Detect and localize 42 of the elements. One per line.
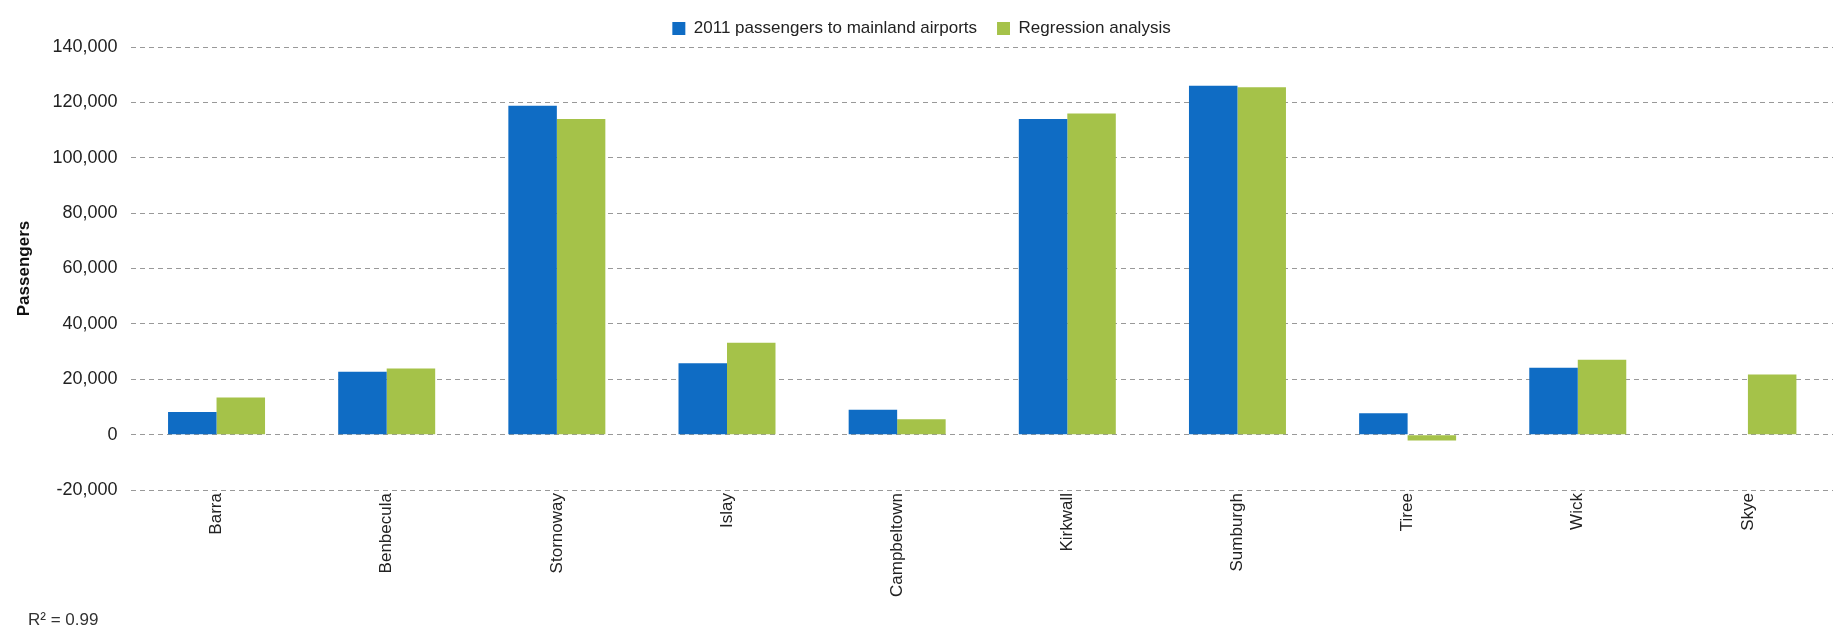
bar (1237, 87, 1286, 435)
x-tick-label: Islay (716, 492, 736, 529)
legend-label: Regression analysis (1018, 18, 1171, 38)
y-tick-label: -20,000 (56, 479, 118, 500)
bar (1359, 413, 1408, 435)
x-tick-label: Skye (1737, 493, 1757, 531)
y-tick-label: 40,000 (62, 312, 118, 333)
y-tick-label: 100,000 (52, 146, 118, 167)
bar (556, 119, 606, 435)
x-tick-label: Wick (1567, 492, 1587, 530)
bar (1529, 367, 1578, 435)
x-tick-label: Tiree (1397, 493, 1417, 532)
bar (897, 419, 946, 435)
x-tick-label: Campbeltown (886, 493, 906, 598)
bar (1747, 374, 1797, 435)
bar (1018, 119, 1068, 435)
bar (216, 397, 266, 435)
bar (1067, 113, 1116, 435)
y-tick-label: 140,000 (52, 35, 118, 56)
legend-label: 2011 passengers to mainland airports (693, 18, 978, 38)
bar (848, 409, 898, 435)
y-tick-label: 60,000 (62, 257, 118, 278)
y-tick-label: 20,000 (62, 368, 118, 389)
y-tick-label: 120,000 (52, 91, 118, 112)
bar (508, 105, 557, 435)
y-tick-label: 80,000 (62, 202, 118, 223)
x-tick-label: Stornoway (546, 492, 566, 574)
bar (1577, 359, 1627, 435)
text: R² = 0.99 (28, 610, 99, 630)
bar (1188, 85, 1238, 435)
bar (1407, 435, 1457, 441)
bar (727, 342, 776, 435)
bar (168, 411, 217, 435)
y-axis-title: Passengers (13, 220, 33, 317)
y-tick-label: 0 (107, 423, 118, 444)
bar (678, 363, 727, 435)
bar (338, 371, 387, 435)
x-tick-label: Sumburgh (1227, 493, 1247, 572)
x-tick-label: Benbecula (376, 492, 396, 574)
x-tick-label: Barra (206, 492, 226, 535)
x-tick-label: Kirkwall (1057, 493, 1076, 552)
bar (386, 368, 436, 435)
